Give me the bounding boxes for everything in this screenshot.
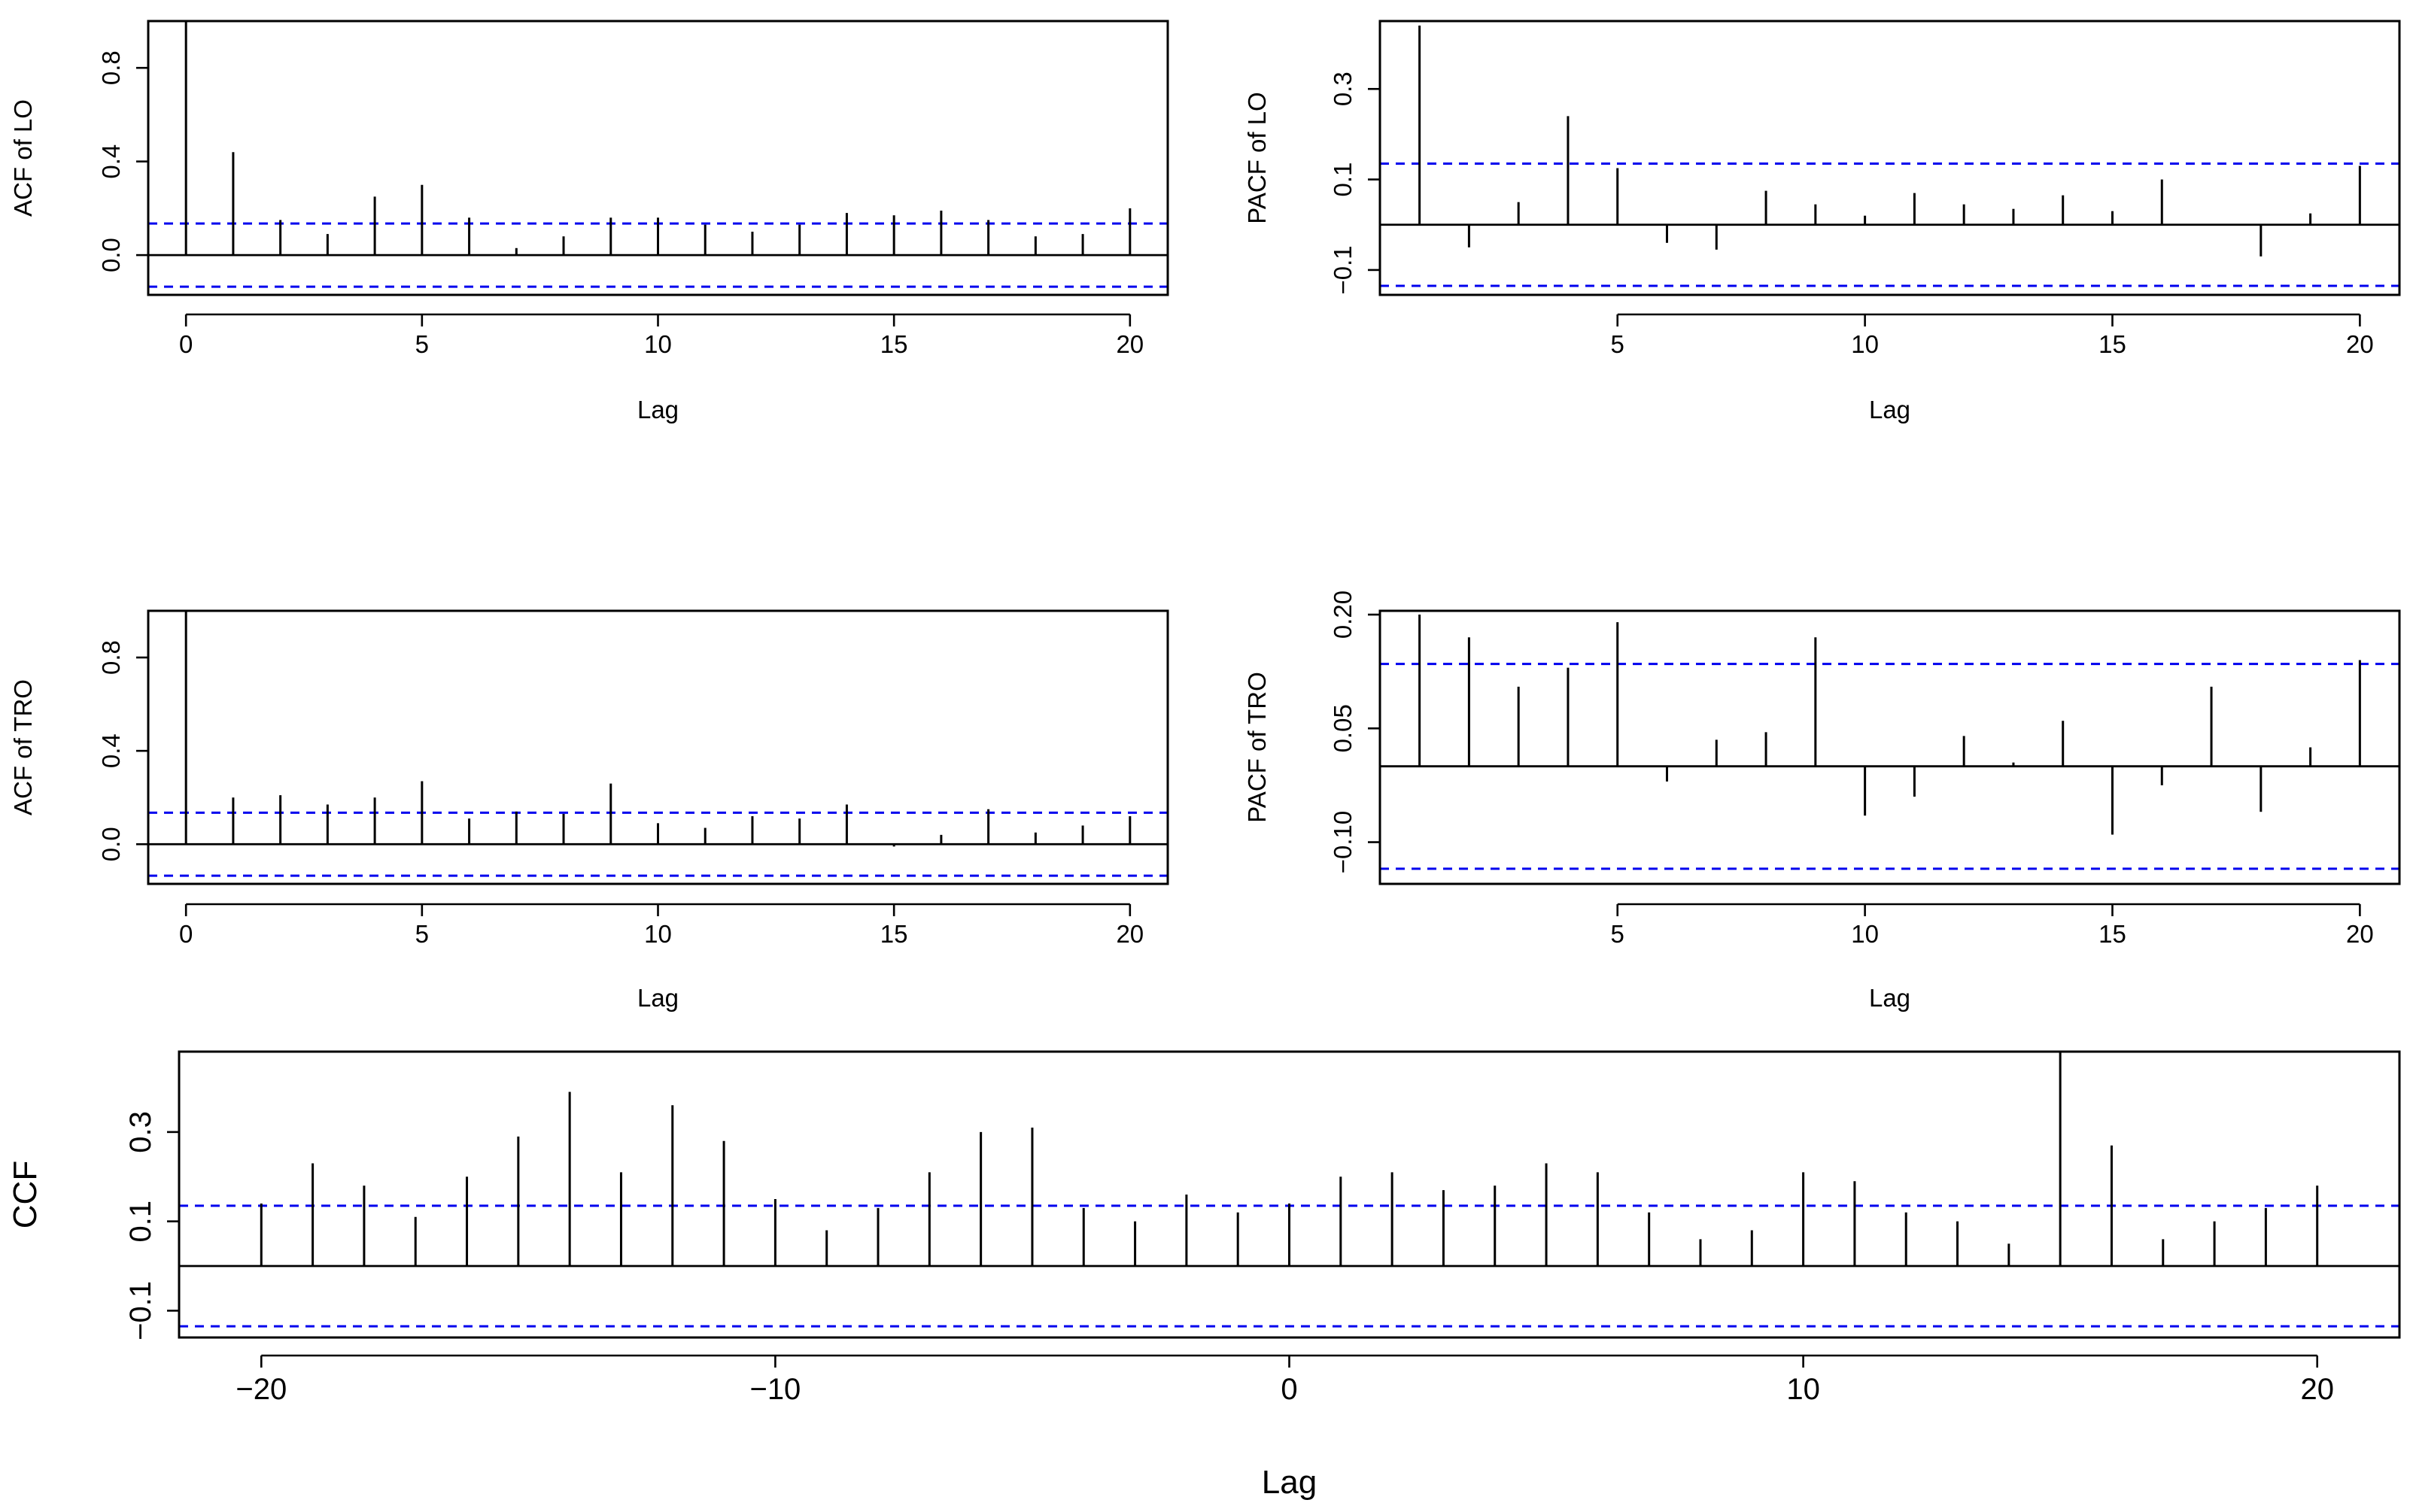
x-tick-label: 10 bbox=[1851, 330, 1879, 358]
x-tick-label: 0 bbox=[1281, 1373, 1297, 1406]
x-axis-title: Lag bbox=[1869, 396, 1910, 424]
x-tick-label: −20 bbox=[236, 1373, 287, 1406]
panel-acf_lo: 0 5 10 15 20 0.0 0.4 0.8 Lag ACF of LO bbox=[9, 20, 1169, 424]
y-tick-label: 0.1 bbox=[1329, 162, 1357, 197]
x-tick-label: 10 bbox=[1786, 1373, 1820, 1406]
y-tick-label: 0.3 bbox=[124, 1111, 157, 1153]
x-tick-label: 15 bbox=[2098, 330, 2126, 358]
y-tick-label: 0.05 bbox=[1329, 704, 1357, 752]
x-tick-label: 15 bbox=[880, 330, 908, 358]
x-axis-title: Lag bbox=[1262, 1464, 1317, 1501]
y-tick-label: −0.1 bbox=[1329, 245, 1357, 294]
y-tick-label: 0.20 bbox=[1329, 591, 1357, 639]
x-tick-label: 10 bbox=[644, 330, 672, 358]
x-tick-label: 5 bbox=[1611, 920, 1624, 948]
y-axis-title: CCF bbox=[7, 1161, 44, 1228]
panel-acf_tro: 0 5 10 15 20 0.0 0.4 0.8 Lag ACF of TRO bbox=[9, 609, 1169, 1012]
y-axis-title: PACF of TRO bbox=[1243, 672, 1271, 822]
y-tick-label: 0.4 bbox=[97, 144, 125, 179]
y-tick-label: 0.0 bbox=[97, 827, 125, 861]
x-tick-label: 20 bbox=[2346, 330, 2374, 358]
y-axis-title: ACF of TRO bbox=[9, 679, 37, 815]
x-tick-label: −10 bbox=[749, 1373, 801, 1406]
y-tick-label: −0.10 bbox=[1329, 811, 1357, 874]
y-tick-label: 0.4 bbox=[97, 733, 125, 768]
y-tick-label: 0.0 bbox=[97, 238, 125, 272]
y-tick-label: 0.1 bbox=[124, 1201, 157, 1243]
x-tick-label: 0 bbox=[179, 920, 193, 948]
y-axis-title: PACF of LO bbox=[1243, 92, 1271, 223]
x-tick-label: 0 bbox=[179, 330, 193, 358]
x-axis-title: Lag bbox=[637, 984, 679, 1012]
y-tick-label: 0.8 bbox=[97, 50, 125, 85]
y-axis-title: ACF of LO bbox=[9, 99, 37, 217]
x-tick-label: 15 bbox=[2098, 920, 2126, 948]
x-tick-label: 20 bbox=[2346, 920, 2374, 948]
x-axis-title: Lag bbox=[1869, 984, 1910, 1012]
x-tick-label: 15 bbox=[880, 920, 908, 948]
panel-pacf_tro: 5 10 15 20 −0.10 0.05 0.20 Lag PACF of TRO bbox=[1243, 591, 2401, 1012]
x-tick-label: 20 bbox=[2300, 1373, 2334, 1406]
x-tick-label: 5 bbox=[415, 330, 429, 358]
panel-pacf_lo: 5 10 15 20 −0.1 0.1 0.3 Lag PACF of LO bbox=[1243, 20, 2401, 424]
x-tick-label: 10 bbox=[1851, 920, 1879, 948]
y-tick-label: −0.1 bbox=[124, 1281, 157, 1340]
y-tick-label: 0.3 bbox=[1329, 71, 1357, 106]
x-tick-label: 20 bbox=[1116, 920, 1144, 948]
x-tick-label: 10 bbox=[644, 920, 672, 948]
x-tick-label: 20 bbox=[1116, 330, 1144, 358]
x-tick-label: 5 bbox=[415, 920, 429, 948]
y-tick-label: 0.8 bbox=[97, 640, 125, 675]
x-tick-label: 5 bbox=[1611, 330, 1624, 358]
x-axis-title: Lag bbox=[637, 396, 679, 424]
panel-ccf: −20 −10 0 10 20 −0.1 0.1 0.3 Lag CCF bbox=[7, 1050, 2401, 1501]
